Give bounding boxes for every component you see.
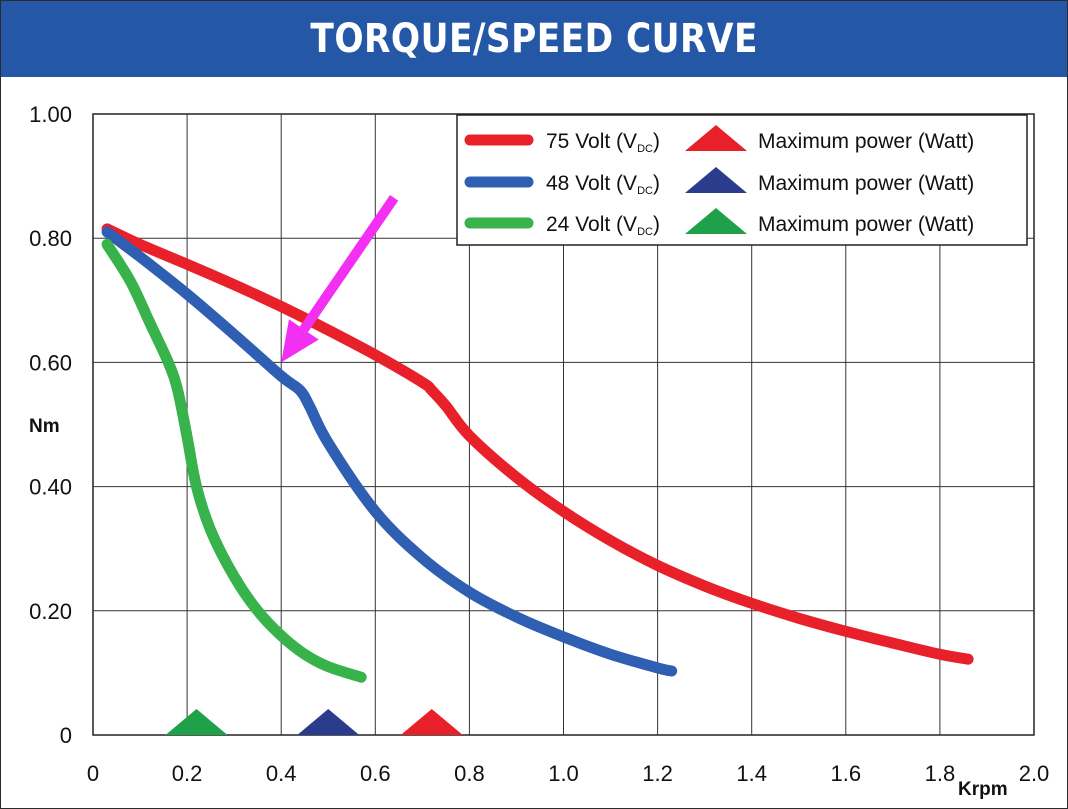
annotation-arrow-shaft xyxy=(299,195,399,333)
title-bar: TORQUE/SPEED CURVE xyxy=(1,1,1067,77)
legend-max-power-label: Maximum power (Watt) xyxy=(758,172,974,195)
x-tick-label: 1.6 xyxy=(831,761,862,786)
x-tick-label: 1.8 xyxy=(925,761,956,786)
series-24v-line xyxy=(101,238,367,683)
y-tick-label: 0.80 xyxy=(29,226,72,251)
x-tick-label: 0.8 xyxy=(454,761,485,786)
y-tick-label: 0.40 xyxy=(29,475,72,500)
x-axis-label: Krpm xyxy=(958,779,1008,800)
legend-max-power-marker xyxy=(685,208,747,234)
legend: 75 Volt (VDC) Maximum power (Watt)48 Volt… xyxy=(456,114,1028,246)
legend-item-75v: 75 Volt (VDC) Maximum power (Watt) xyxy=(464,125,974,155)
series-48v-line xyxy=(101,226,678,677)
legend-max-power-label: Maximum power (Watt) xyxy=(758,130,974,153)
y-tick-label: 0.60 xyxy=(29,350,72,375)
y-tick-label: 0 xyxy=(60,723,72,748)
x-tick-label: 0.2 xyxy=(172,761,203,786)
x-tick-label: 1.4 xyxy=(736,761,767,786)
chart-title: TORQUE/SPEED CURVE xyxy=(310,16,758,62)
max-power-75v-marker xyxy=(400,709,463,735)
legend-item-48v: 48 Volt (VDC) Maximum power (Watt) xyxy=(464,167,974,197)
max-power-24v-marker xyxy=(165,709,228,735)
legend-item-24v: 24 Volt (VDC) Maximum power (Watt) xyxy=(464,208,974,238)
x-tick-label: 0 xyxy=(87,761,99,786)
x-tick-label: 0.4 xyxy=(266,761,297,786)
legend-max-power-label: Maximum power (Watt) xyxy=(758,213,974,236)
legend-label: 75 Volt (VDC) xyxy=(546,130,660,155)
series-75v-line xyxy=(101,223,974,665)
x-tick-label: 1.0 xyxy=(548,761,579,786)
annotation-arrow-head xyxy=(281,319,319,363)
legend-max-power-marker xyxy=(685,167,747,193)
legend-max-power-marker xyxy=(685,125,747,151)
x-tick-label: 2.0 xyxy=(1019,761,1050,786)
legend-label: 24 Volt (VDC) xyxy=(546,213,660,238)
legend-label: 48 Volt (VDC) xyxy=(546,172,660,197)
y-tick-label: 0.20 xyxy=(29,599,72,624)
y-axis-label: Nm xyxy=(29,416,60,437)
legend-box xyxy=(456,114,1028,246)
y-tick-label: 1.00 xyxy=(29,102,72,127)
x-tick-label: 0.6 xyxy=(360,761,391,786)
x-tick-label: 1.2 xyxy=(642,761,673,786)
max-power-48v-marker xyxy=(297,709,360,735)
